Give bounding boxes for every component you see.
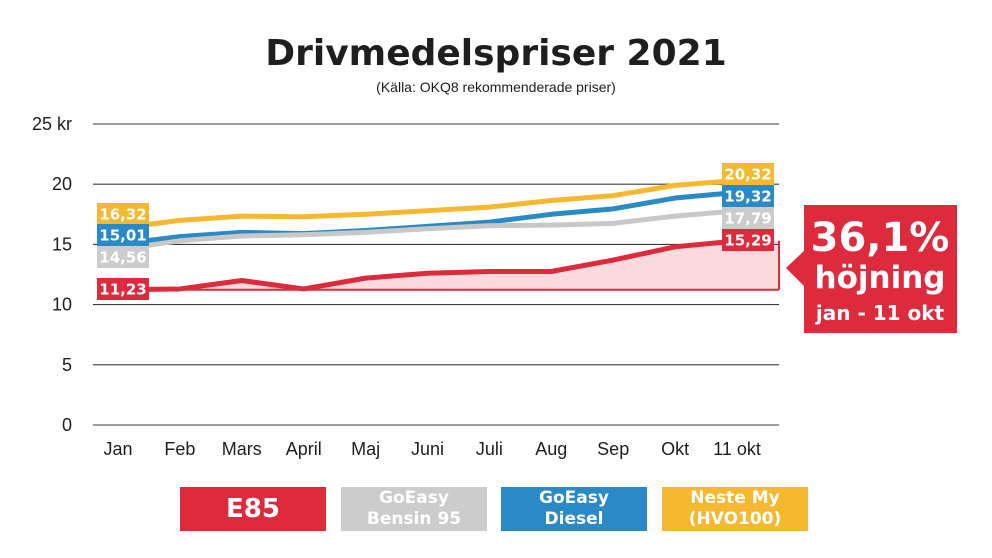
value-tag: [722, 229, 774, 251]
value-tag: [97, 246, 149, 268]
value-tag-label: 16,32: [99, 206, 146, 224]
legend-label-bensin95: GoEasy Bensin 95: [366, 488, 462, 529]
legend-label-hvo100: Neste My (HVO100): [688, 488, 782, 529]
x-tick-label: Feb: [164, 439, 195, 459]
x-tick-label: Jan: [103, 439, 132, 459]
e85-area-fill: [118, 240, 779, 290]
value-tag-label: 19,32: [724, 188, 771, 206]
value-tag-label: 14,56: [99, 249, 146, 267]
grid: 25 kr 20 15 10 5 0 Jan Feb Mars April Maj Juni Juli A…: [32, 114, 779, 459]
callout-label: höjning: [815, 260, 946, 296]
x-tick-label: 11 okt: [713, 439, 761, 459]
chart-title: Drivmedelspriser 2021: [265, 33, 727, 74]
callout-period: jan - 11 okt: [815, 301, 945, 325]
y-tick-label: 25 kr: [32, 114, 72, 134]
x-tick-label: Mars: [222, 439, 262, 459]
e85-area: [105, 240, 780, 291]
value-tag-label: 20,32: [724, 166, 771, 184]
value-tag: [97, 278, 149, 300]
value-tag: [97, 224, 149, 246]
legend-label-diesel: GoEasy Diesel: [539, 488, 609, 529]
y-tick-label: 15: [52, 234, 72, 254]
value-tag-label: 11,23: [99, 281, 146, 299]
value-tag: [722, 163, 774, 185]
x-tick-label: Aug: [535, 439, 567, 459]
series-lines: [115, 177, 740, 293]
value-tag-label: 15,29: [724, 232, 771, 250]
y-tick-label: 0: [62, 415, 72, 435]
value-tag-label: 15,01: [99, 227, 146, 245]
increase-callout: 36,1%höjning jan - 11 okt: [786, 205, 957, 333]
y-tick-label: 5: [62, 355, 72, 375]
callout-box: [804, 205, 957, 333]
y-tick-label: 20: [52, 174, 72, 194]
x-tick-label: April: [286, 439, 322, 459]
legend-label-e85: E85: [226, 493, 280, 524]
value-tag: [97, 203, 149, 225]
legend-hvo100: Neste My (HVO100): [662, 487, 808, 531]
chart-subtitle: (Källa: OKQ8 rekommenderade priser): [376, 79, 616, 95]
legend-diesel: GoEasy Diesel: [501, 487, 647, 531]
series-line: [115, 208, 740, 253]
value-tag: [722, 185, 774, 207]
x-tick-label: Juli: [476, 439, 503, 459]
legend-bensin95: GoEasy Bensin 95: [341, 487, 487, 531]
x-tick-label: Juni: [411, 439, 444, 459]
series-line: [115, 177, 740, 232]
legend-e85: E85: [180, 487, 326, 531]
x-tick-label: Maj: [351, 439, 380, 459]
x-tick-label: Okt: [661, 439, 689, 459]
value-tag: [722, 207, 774, 229]
callout-percentage: 36,1%: [811, 215, 950, 261]
x-tick-label: Sep: [597, 439, 629, 459]
y-tick-label: 10: [52, 295, 72, 315]
series-line: [115, 238, 740, 293]
value-tag-label: 17,79: [724, 210, 771, 228]
callout-pointer: [786, 249, 806, 288]
data-labels: 16,32 20,32 15,01 19,32 14,56 17,79 11,23 15,29: [97, 163, 774, 300]
